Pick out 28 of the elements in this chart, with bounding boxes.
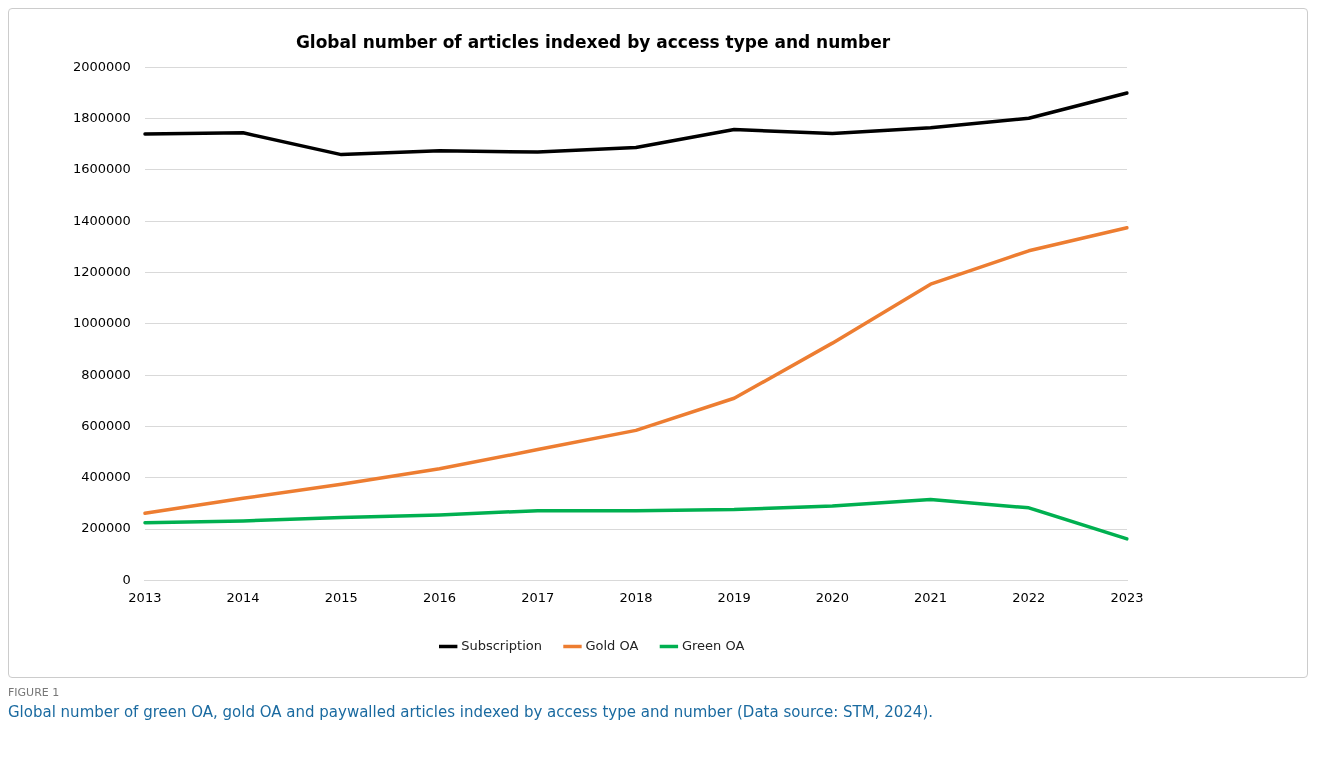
y-tick-label: 1600000 xyxy=(72,161,131,177)
x-tick-label: 2023 xyxy=(1110,589,1144,605)
y-tick-label: 400000 xyxy=(81,469,131,485)
x-tick-label: 2013 xyxy=(128,589,162,605)
x-tick-label: 2016 xyxy=(422,589,457,605)
text: Global number of green OA, gold OA and paywalled articles indexed by access type and number (Data source: STM, 2024). xyxy=(8,703,934,721)
x-tick-label: 2014 xyxy=(226,589,260,605)
legend-label: Subscription xyxy=(461,637,542,653)
x-tick-label: 2021 xyxy=(914,589,948,605)
y-tick-label: 0 xyxy=(122,571,131,587)
x-tick-label: 2022 xyxy=(1012,589,1046,605)
y-tick-label: 1200000 xyxy=(72,263,131,279)
legend-label: Green OA xyxy=(681,637,745,653)
y-tick-label: 200000 xyxy=(81,520,131,536)
y-tick-label: 2000000 xyxy=(72,58,131,74)
x-tick-label: 2015 xyxy=(324,589,358,605)
chart-title: Global number of articles indexed by access type and number xyxy=(295,31,891,52)
y-tick-label: 800000 xyxy=(81,366,131,382)
y-tick-label: 600000 xyxy=(81,417,131,433)
y-tick-label: 1800000 xyxy=(72,110,131,126)
x-tick-label: 2020 xyxy=(815,589,849,605)
y-tick-label: 1400000 xyxy=(72,212,131,228)
x-tick-label: 2017 xyxy=(521,589,555,605)
x-tick-label: 2019 xyxy=(717,589,751,605)
caption: FIGURE 1 xyxy=(8,686,61,699)
x-tick-label: 2018 xyxy=(619,589,653,605)
y-tick-label: 1000000 xyxy=(72,315,131,331)
legend-label: Gold OA xyxy=(585,637,639,653)
